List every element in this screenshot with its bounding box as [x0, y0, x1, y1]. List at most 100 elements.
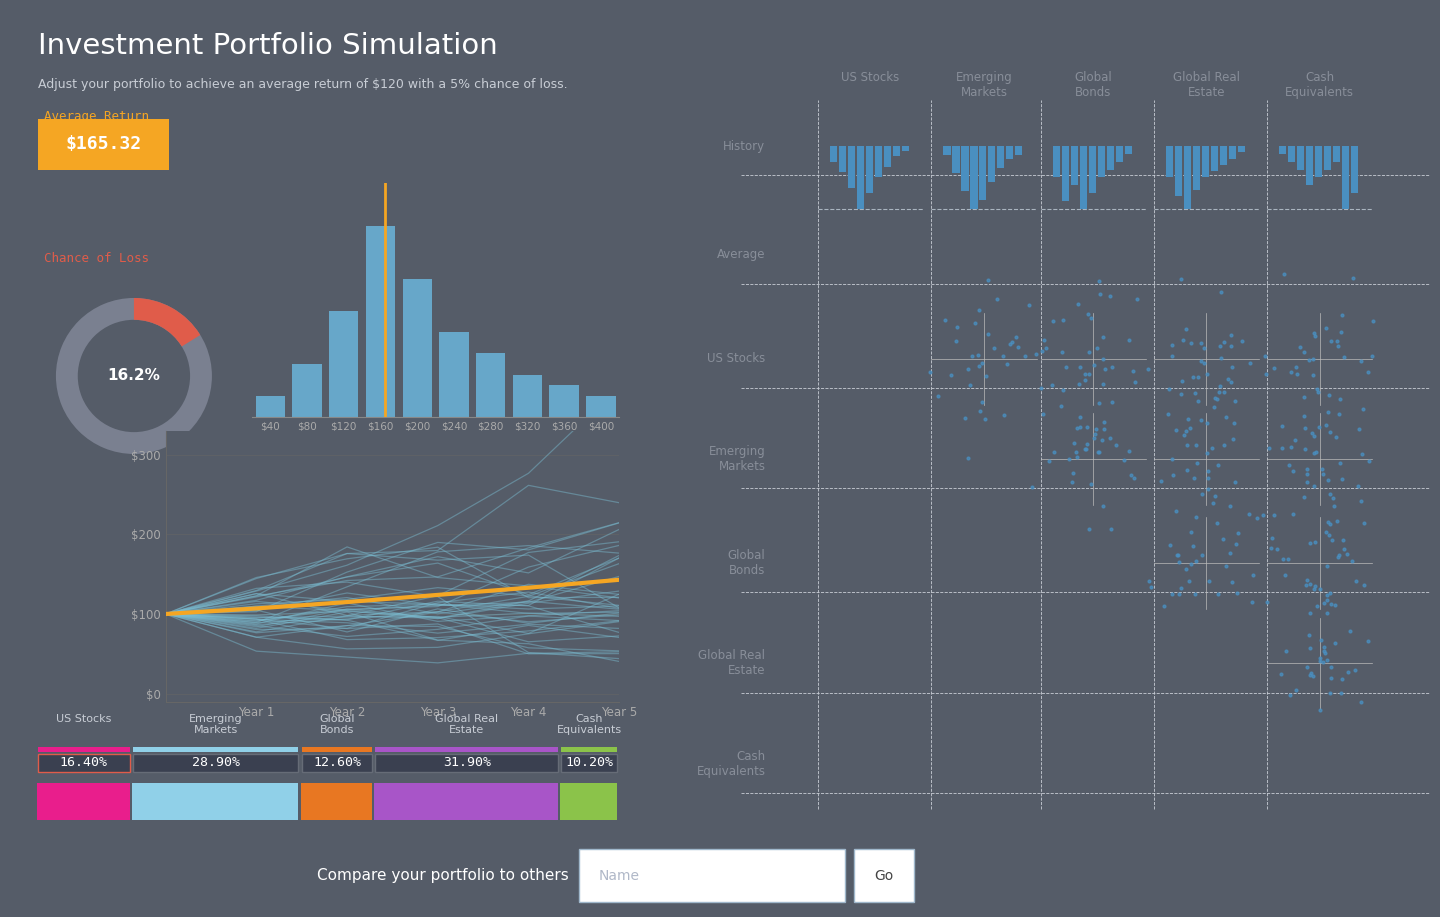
Point — [992, 408, 1015, 423]
Bar — [439, 332, 468, 417]
Point — [1309, 654, 1332, 668]
Text: Go: Go — [874, 868, 894, 883]
Bar — [477, 353, 505, 417]
Point — [1050, 345, 1073, 359]
Point — [1266, 542, 1289, 557]
Point — [1112, 453, 1135, 468]
Point — [1020, 480, 1043, 494]
FancyBboxPatch shape — [376, 754, 557, 772]
Text: 0.55: 0.55 — [855, 452, 886, 466]
Bar — [36, 783, 130, 821]
Point — [1282, 507, 1305, 522]
Bar — [893, 146, 900, 157]
Point — [1352, 516, 1375, 531]
Point — [1270, 667, 1293, 681]
Bar — [857, 146, 864, 209]
Point — [1302, 668, 1325, 683]
Bar — [1228, 146, 1236, 159]
Point — [966, 348, 989, 362]
Point — [1061, 466, 1084, 481]
Point — [1074, 442, 1097, 457]
Point — [1165, 547, 1188, 562]
Point — [1263, 361, 1286, 376]
Point — [1223, 394, 1246, 409]
Point — [1322, 491, 1345, 505]
Wedge shape — [56, 298, 212, 454]
Point — [995, 357, 1018, 371]
Point — [1323, 499, 1346, 514]
Point — [1068, 410, 1092, 425]
Point — [1299, 536, 1322, 551]
Point — [1297, 576, 1320, 591]
Point — [1293, 441, 1316, 456]
Point — [958, 377, 981, 392]
Bar — [1192, 146, 1200, 190]
Point — [1179, 525, 1202, 539]
Point — [1333, 349, 1356, 364]
Point — [1319, 516, 1342, 531]
Point — [1174, 321, 1197, 336]
Point — [1332, 533, 1355, 547]
Point — [1277, 551, 1300, 566]
Point — [1223, 415, 1246, 430]
Point — [1352, 578, 1375, 592]
Bar — [1351, 146, 1358, 193]
Bar — [1116, 146, 1123, 161]
Bar — [876, 146, 883, 177]
Point — [1169, 580, 1192, 595]
Point — [1089, 274, 1112, 289]
Point — [1074, 442, 1097, 457]
Point — [1179, 557, 1202, 571]
Bar — [1125, 146, 1132, 154]
Point — [1197, 464, 1220, 479]
Bar — [884, 146, 891, 167]
Point — [1100, 395, 1123, 410]
Point — [1187, 393, 1210, 408]
Bar — [1333, 146, 1341, 161]
Text: 0.59: 0.59 — [855, 657, 886, 670]
Point — [1308, 702, 1331, 717]
Point — [1260, 531, 1283, 546]
FancyBboxPatch shape — [37, 119, 168, 170]
Point — [1184, 386, 1207, 401]
Point — [1295, 578, 1318, 592]
Bar — [292, 364, 321, 417]
Point — [1184, 587, 1207, 602]
Point — [1014, 348, 1037, 363]
Point — [1326, 338, 1349, 353]
Bar — [134, 746, 298, 752]
Point — [1351, 447, 1374, 461]
Bar — [1166, 146, 1174, 177]
Point — [1158, 381, 1181, 396]
Text: 31.90%: 31.90% — [442, 757, 491, 769]
Bar — [971, 146, 978, 209]
Point — [1284, 432, 1308, 447]
Point — [1361, 348, 1384, 363]
Point — [1212, 335, 1236, 349]
Point — [1313, 646, 1336, 660]
Point — [1289, 339, 1312, 354]
Bar — [586, 396, 615, 417]
Point — [1068, 420, 1092, 435]
Point — [1331, 672, 1354, 687]
Point — [1207, 458, 1230, 472]
Bar — [829, 146, 837, 161]
Point — [926, 389, 949, 403]
Point — [1092, 351, 1115, 366]
Point — [1316, 558, 1339, 573]
Point — [1068, 377, 1092, 392]
Point — [1325, 430, 1348, 445]
Point — [1331, 472, 1354, 487]
Point — [1031, 406, 1054, 421]
Point — [963, 315, 986, 330]
Point — [1100, 522, 1123, 536]
Point — [1296, 659, 1319, 674]
FancyBboxPatch shape — [562, 754, 618, 772]
Point — [1185, 510, 1208, 525]
FancyBboxPatch shape — [134, 754, 298, 772]
Text: Emerging
Markets: Emerging Markets — [708, 445, 766, 473]
Bar — [1279, 146, 1286, 154]
Point — [1084, 340, 1107, 355]
Point — [1272, 551, 1295, 566]
Point — [971, 394, 994, 409]
